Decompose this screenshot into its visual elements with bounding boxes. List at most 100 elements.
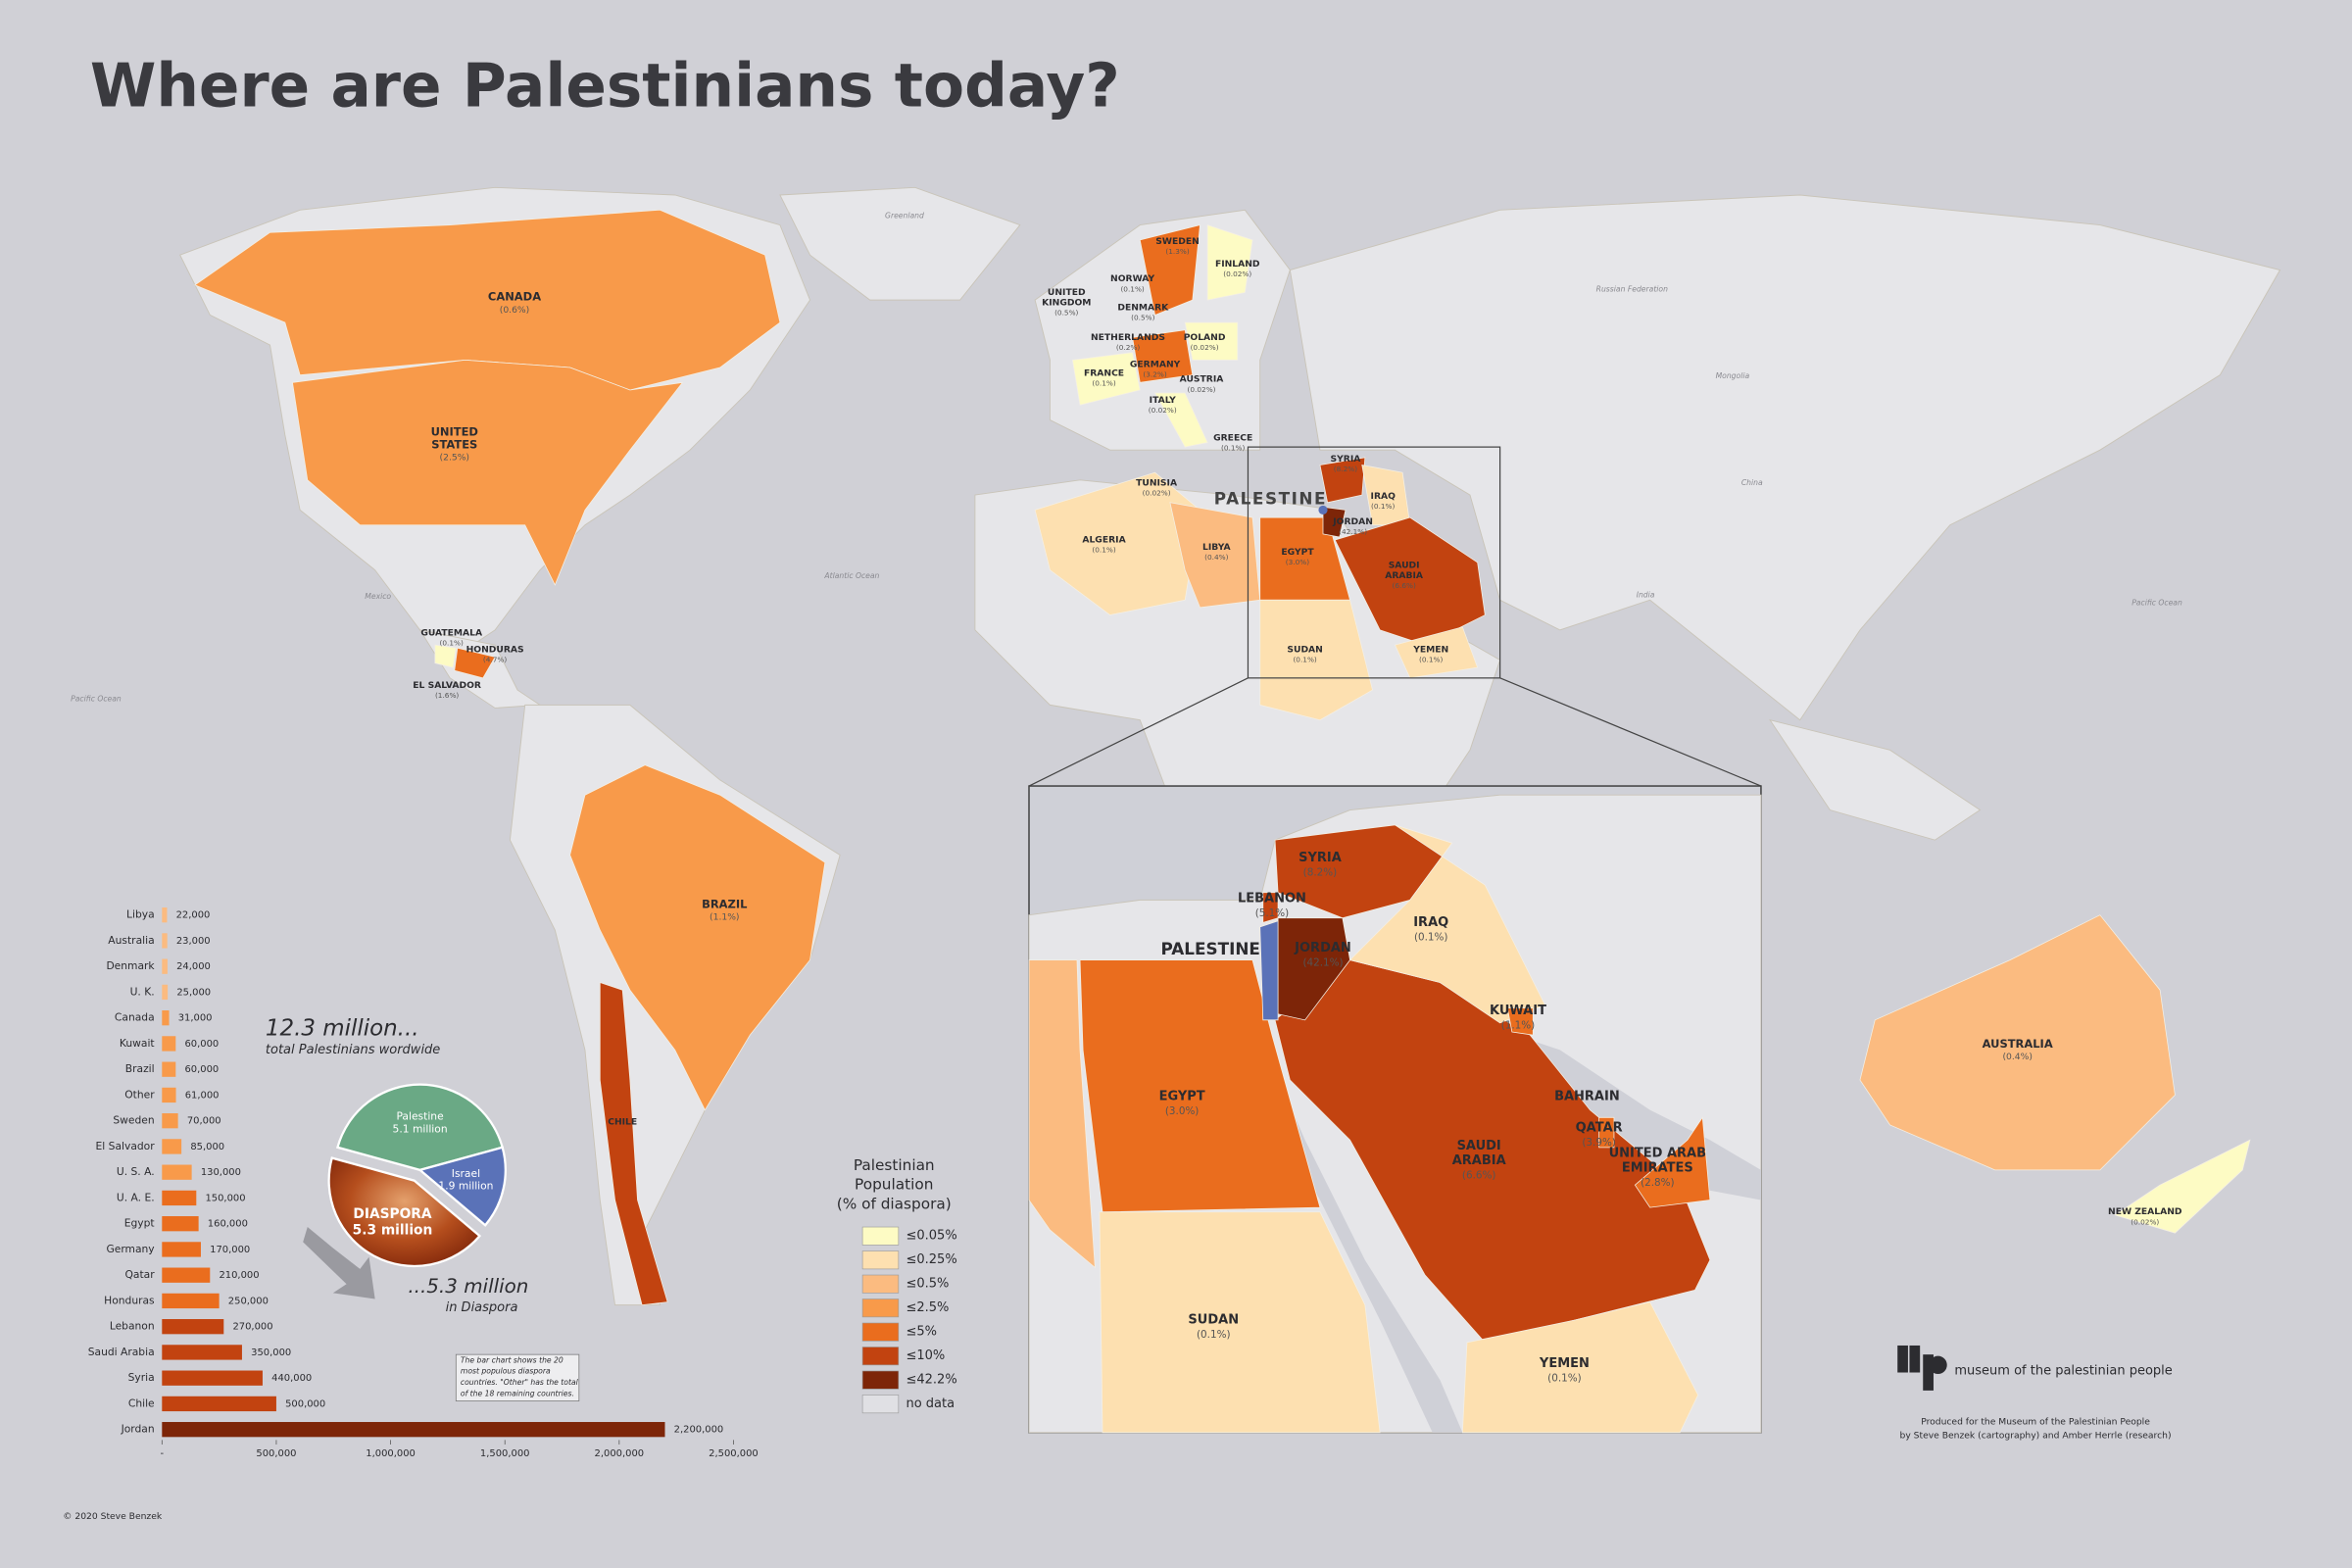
country-label: SUDAN	[1188, 1312, 1239, 1327]
x-tick-label: 1,000,000	[366, 1448, 416, 1459]
legend-swatch	[861, 1274, 900, 1294]
country-label: EL SALVADOR	[413, 680, 481, 691]
legend-swatch	[861, 1226, 900, 1246]
palestine	[1259, 920, 1279, 1021]
country-share: (0.1%)	[440, 638, 464, 647]
bar	[162, 1396, 276, 1412]
value-label: 24,000	[176, 961, 211, 972]
country-label: QATAR	[1576, 1121, 1623, 1136]
country-share: (5.1%)	[1255, 907, 1290, 919]
legend-label: ≤42.2%	[906, 1373, 956, 1388]
category-label: Syria	[128, 1371, 155, 1384]
value-label: 350,000	[251, 1348, 291, 1358]
country-label: SAUDI	[1389, 561, 1420, 571]
category-label: Germany	[106, 1243, 155, 1255]
country-share: (0.1%)	[1414, 931, 1448, 943]
australia	[1859, 914, 2176, 1171]
note: of the 18 remaining countries.	[461, 1390, 574, 1398]
bar	[162, 1113, 178, 1129]
category-label: Chile	[128, 1396, 155, 1409]
country-share: (0.02%)	[1149, 406, 1177, 415]
pie-slice	[417, 1146, 507, 1227]
x-tick-label: 2,500,000	[709, 1448, 759, 1459]
southeast-asia	[1769, 718, 1982, 841]
legend-label: ≤0.5%	[906, 1277, 949, 1292]
country-share: (0.6%)	[500, 305, 529, 316]
country-share: (8.2%)	[1334, 465, 1357, 473]
pie-arrow	[303, 1227, 375, 1299]
category-label: Jordan	[121, 1423, 155, 1436]
france	[1071, 352, 1141, 406]
bar	[162, 1190, 197, 1206]
legend-title: (% of diaspora)	[837, 1196, 952, 1213]
sudan	[1259, 599, 1373, 721]
category-label: Egypt	[124, 1217, 155, 1230]
value-label: 25,000	[176, 987, 211, 998]
country-label: FRANCE	[1084, 368, 1124, 379]
libya	[1028, 959, 1096, 1269]
legend-label: no data	[906, 1396, 955, 1411]
produced-line: Produced for the Museum of the Palestini…	[1921, 1417, 2150, 1428]
country-share: (0.5%)	[1054, 309, 1078, 318]
country-label: EMIRATES	[1622, 1161, 1693, 1176]
palestine-label: PALESTINE	[1214, 489, 1327, 509]
new-zealand	[2114, 1139, 2251, 1234]
lebanon	[1262, 892, 1279, 923]
country-share: (6.6%)	[1462, 1169, 1496, 1181]
inset-locator	[1247, 446, 1501, 679]
world-map	[179, 186, 2281, 1306]
greenland	[779, 186, 1021, 301]
legend-label: ≤0.25%	[906, 1252, 956, 1267]
country-share: (3.0%)	[1165, 1105, 1200, 1117]
legend-swatch	[861, 1250, 900, 1270]
value-label: 70,000	[187, 1116, 221, 1127]
category-label: Qatar	[125, 1268, 156, 1281]
canada	[194, 209, 781, 391]
country-share: (0.2%)	[1116, 343, 1140, 352]
place-label: Russian Federation	[1596, 284, 1668, 293]
note: most populous diaspora	[461, 1367, 551, 1376]
country-label: SYRIA	[1298, 851, 1342, 865]
bar	[162, 907, 168, 923]
inset-map	[1028, 785, 1762, 1434]
category-label: Denmark	[106, 959, 155, 972]
pie-annotation: ...5.3 million	[408, 1275, 528, 1298]
place-label: Pacific Ocean	[2132, 598, 2182, 607]
category-label: Lebanon	[110, 1320, 155, 1333]
value-label: 61,000	[185, 1090, 220, 1101]
inset-connector	[1499, 677, 1762, 787]
country-label: NORWAY	[1110, 273, 1154, 284]
value-label: 150,000	[205, 1193, 245, 1203]
sudan	[1099, 1211, 1381, 1434]
country-share: (0.1%)	[1419, 655, 1443, 663]
country-label: UNITED	[1048, 287, 1086, 298]
value-label: 85,000	[190, 1142, 224, 1152]
country-share: (0.02%)	[1188, 385, 1216, 394]
country-label: NEW ZEALAND	[2108, 1206, 2182, 1217]
country-share: (4.7%)	[483, 655, 507, 663]
pie-subtitle: total Palestinians wordwide	[266, 1043, 440, 1057]
category-label: Saudi Arabia	[88, 1346, 155, 1358]
syria	[1319, 457, 1366, 504]
qatar	[1598, 1116, 1615, 1149]
country-label: GREECE	[1213, 432, 1252, 443]
asia	[1289, 194, 2281, 721]
legend-title: Population	[855, 1176, 933, 1194]
bar	[162, 1242, 201, 1257]
country-label: GUATEMALA	[420, 627, 483, 638]
legend-swatch	[861, 1322, 900, 1342]
category-label: U. S. A.	[117, 1165, 155, 1178]
country-label: SWEDEN	[1155, 236, 1200, 247]
note-box	[455, 1353, 580, 1401]
country-label: AUSTRIA	[1180, 374, 1225, 385]
country-share: (0.02%)	[1143, 488, 1171, 497]
category-label: Other	[124, 1088, 155, 1101]
pie-label: Palestine	[396, 1109, 444, 1122]
bar	[162, 1061, 176, 1077]
bar	[162, 1216, 199, 1232]
country-label: KINGDOM	[1042, 298, 1091, 309]
country-label: IRAQ	[1371, 491, 1396, 502]
libya	[1169, 502, 1261, 609]
value-label: 22,000	[176, 910, 211, 921]
country-label: UNITED	[431, 424, 478, 438]
